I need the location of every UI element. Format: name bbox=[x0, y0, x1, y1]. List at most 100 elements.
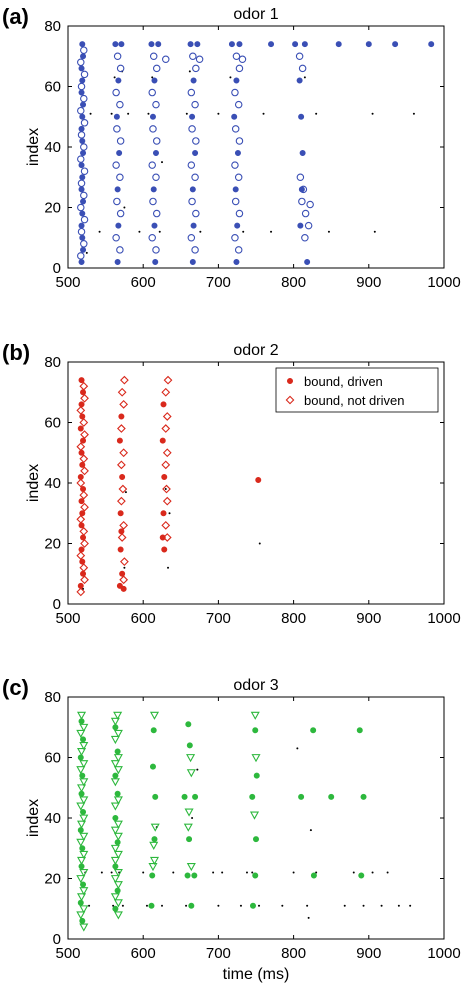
x-tick-label: 600 bbox=[131, 610, 156, 627]
data-point bbox=[117, 387, 127, 397]
y-tick-label: 0 bbox=[53, 260, 61, 277]
data-point bbox=[79, 772, 86, 779]
data-point bbox=[78, 449, 85, 456]
data-point bbox=[297, 222, 304, 229]
legend-label: bound, driven bbox=[304, 374, 383, 389]
data-point bbox=[110, 826, 120, 835]
data-point bbox=[380, 904, 383, 907]
data-point bbox=[77, 899, 84, 906]
data-point bbox=[80, 246, 87, 253]
data-point bbox=[79, 413, 86, 420]
data-point bbox=[117, 533, 127, 542]
data-point bbox=[110, 717, 120, 726]
data-point bbox=[79, 234, 86, 241]
data-point bbox=[114, 839, 121, 846]
data-point bbox=[245, 871, 248, 874]
data-point bbox=[77, 131, 86, 139]
data-point bbox=[77, 227, 86, 236]
data-point bbox=[185, 904, 188, 907]
data-point bbox=[231, 197, 240, 206]
data-point bbox=[79, 814, 89, 823]
data-point bbox=[194, 41, 201, 48]
data-point bbox=[252, 727, 259, 734]
data-point bbox=[164, 488, 167, 491]
data-point bbox=[304, 258, 311, 265]
data-point bbox=[231, 125, 240, 133]
data-point bbox=[356, 727, 363, 734]
data-point bbox=[119, 399, 129, 409]
data-point bbox=[80, 215, 89, 224]
data-point bbox=[234, 150, 241, 157]
data-point bbox=[397, 904, 400, 907]
data-point bbox=[310, 727, 317, 734]
data-point bbox=[151, 222, 158, 229]
data-point bbox=[298, 64, 307, 73]
data-point bbox=[78, 162, 85, 169]
data-point bbox=[183, 823, 193, 832]
data-point bbox=[77, 155, 85, 163]
data-point bbox=[79, 174, 86, 181]
data-point bbox=[303, 76, 306, 79]
data-point bbox=[121, 904, 124, 907]
data-point bbox=[188, 70, 191, 73]
x-tick-label: 1000 bbox=[427, 945, 460, 962]
data-point bbox=[161, 904, 163, 907]
data-point bbox=[113, 832, 123, 841]
data-point bbox=[116, 100, 124, 109]
data-point bbox=[428, 41, 435, 48]
data-point bbox=[79, 113, 86, 120]
data-point bbox=[76, 802, 86, 811]
data-point bbox=[148, 902, 155, 909]
data-point bbox=[161, 387, 171, 397]
data-point bbox=[352, 871, 355, 874]
data-point bbox=[113, 766, 123, 775]
data-point bbox=[307, 916, 310, 919]
data-point bbox=[138, 230, 141, 233]
data-point bbox=[152, 100, 160, 109]
data-point bbox=[79, 510, 86, 517]
data-point bbox=[80, 437, 87, 444]
data-point bbox=[149, 125, 157, 133]
data-point bbox=[281, 904, 284, 907]
data-point bbox=[187, 41, 194, 48]
data-point bbox=[298, 113, 305, 120]
data-point bbox=[100, 871, 103, 874]
data-point bbox=[119, 520, 129, 530]
data-point bbox=[80, 575, 89, 585]
data-point bbox=[77, 82, 86, 91]
data-point bbox=[160, 510, 167, 517]
data-point bbox=[233, 258, 240, 265]
panel-1: 500 600 700 800 900 1000 0 20 40 60 80 odor 1 (a) ind… bbox=[2, 4, 461, 291]
data-point bbox=[234, 246, 243, 254]
data-point bbox=[161, 460, 171, 470]
data-point bbox=[78, 498, 85, 505]
data-point bbox=[258, 542, 261, 545]
x-tick-label: 500 bbox=[55, 274, 80, 291]
data-point bbox=[118, 413, 125, 420]
data-point bbox=[159, 534, 166, 541]
data-point bbox=[148, 161, 156, 169]
data-point bbox=[149, 872, 156, 879]
data-point bbox=[155, 41, 162, 48]
data-point bbox=[76, 551, 86, 560]
data-point bbox=[110, 875, 120, 884]
data-point bbox=[110, 871, 113, 874]
data-point bbox=[112, 88, 120, 97]
data-point bbox=[152, 137, 161, 145]
data-point bbox=[77, 820, 87, 829]
x-tick-label: 1000 bbox=[427, 610, 460, 627]
data-point bbox=[78, 401, 85, 408]
data-point bbox=[147, 112, 150, 115]
data-point bbox=[192, 793, 199, 800]
data-point bbox=[79, 210, 86, 217]
data-point bbox=[343, 904, 346, 907]
data-point bbox=[250, 711, 260, 720]
data-point bbox=[315, 871, 318, 874]
data-point bbox=[119, 448, 129, 458]
data-point bbox=[110, 778, 120, 787]
series-filled-circle bbox=[77, 377, 262, 592]
data-point bbox=[79, 917, 86, 924]
data-point bbox=[327, 230, 330, 233]
data-point bbox=[76, 838, 86, 847]
